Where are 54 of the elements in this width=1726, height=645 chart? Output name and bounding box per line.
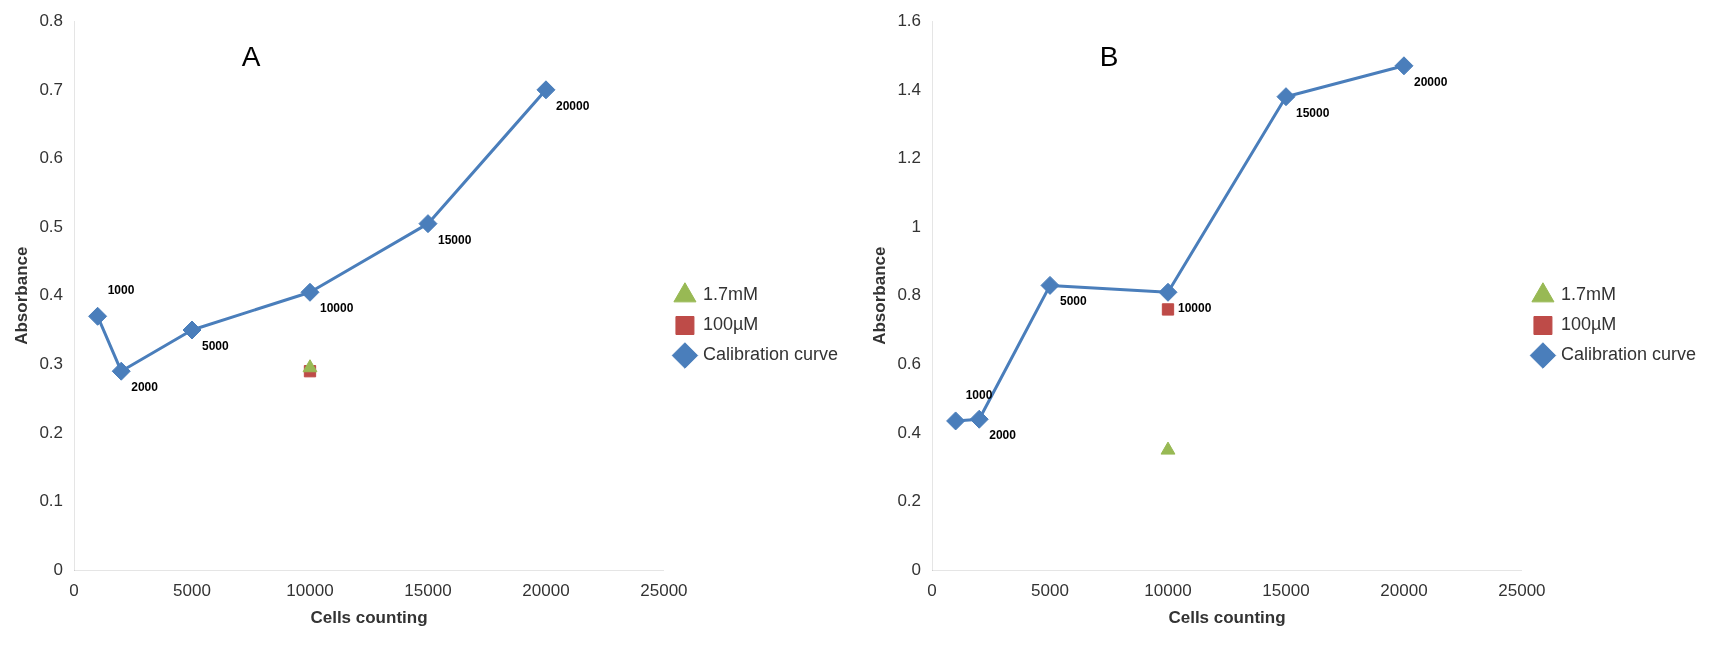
annotation: 20000 <box>1413 74 1448 89</box>
legend-label: Calibration curve <box>1560 344 1696 365</box>
y-axis-title: Absorbance <box>11 246 31 345</box>
annotation: 5000 <box>1060 294 1088 309</box>
annotation: 1000 <box>965 387 993 402</box>
x-tick-label: 0 <box>69 581 79 601</box>
x-tick-label: 0 <box>927 581 937 601</box>
x-tick-label: 25000 <box>640 581 688 601</box>
legend-label: 1.7mM <box>1560 284 1616 305</box>
annotation: 1000 <box>107 283 135 298</box>
y-tick-label: 1.6 <box>897 10 922 30</box>
y-tick-label: 0 <box>911 559 922 579</box>
y-tick-label: 0.8 <box>39 10 64 30</box>
annotation: 2000 <box>989 428 1017 443</box>
x-tick-label: 5000 <box>1031 581 1069 601</box>
y-tick-label: 1.2 <box>897 148 922 168</box>
y-tick-label: 0.8 <box>897 285 922 305</box>
y-tick-label: 0 <box>53 559 64 579</box>
y-tick-label: 0.2 <box>39 422 64 442</box>
y-tick-label: 0.7 <box>39 79 64 99</box>
y-axis-title: Absorbance <box>869 246 889 345</box>
legend-label: 100µM <box>1560 314 1617 335</box>
text: B <box>1099 41 1119 73</box>
annotation: 10000 <box>319 301 354 316</box>
y-tick-label: 0.4 <box>39 285 64 305</box>
y-tick-label: 0.6 <box>897 354 922 374</box>
annotation: 15000 <box>1295 105 1330 120</box>
annotation: 5000 <box>202 339 230 354</box>
y-tick-label: 0.4 <box>897 422 922 442</box>
annotation: 20000 <box>555 98 590 113</box>
annotation: 10000 <box>1177 301 1212 316</box>
x-tick-label: 20000 <box>1380 581 1428 601</box>
y-tick-label: 0.1 <box>39 491 64 511</box>
annotation: 15000 <box>437 232 472 247</box>
y-tick-label: 1.4 <box>897 79 922 99</box>
x-axis-title: Cells counting <box>310 608 428 628</box>
x-tick-label: 20000 <box>522 581 570 601</box>
legend-label: Calibration curve <box>702 344 838 365</box>
y-tick-label: 0.5 <box>39 216 64 236</box>
x-tick-label: 10000 <box>1144 581 1192 601</box>
legend-label: 100µM <box>702 314 759 335</box>
y-tick-label: 0.3 <box>39 354 64 374</box>
x-tick-label: 5000 <box>173 581 211 601</box>
y-tick-label: 0.2 <box>897 491 922 511</box>
x-tick-label: 25000 <box>1498 581 1546 601</box>
text: A <box>241 41 261 73</box>
x-tick-label: 15000 <box>1262 581 1310 601</box>
y-tick-label: 0.6 <box>39 148 64 168</box>
annotation: 2000 <box>131 380 159 395</box>
x-tick-label: 15000 <box>404 581 452 601</box>
legend-label: 1.7mM <box>702 284 758 305</box>
x-axis-title: Cells counting <box>1168 608 1286 628</box>
y-tick-label: 1 <box>911 216 922 236</box>
x-tick-label: 10000 <box>286 581 334 601</box>
